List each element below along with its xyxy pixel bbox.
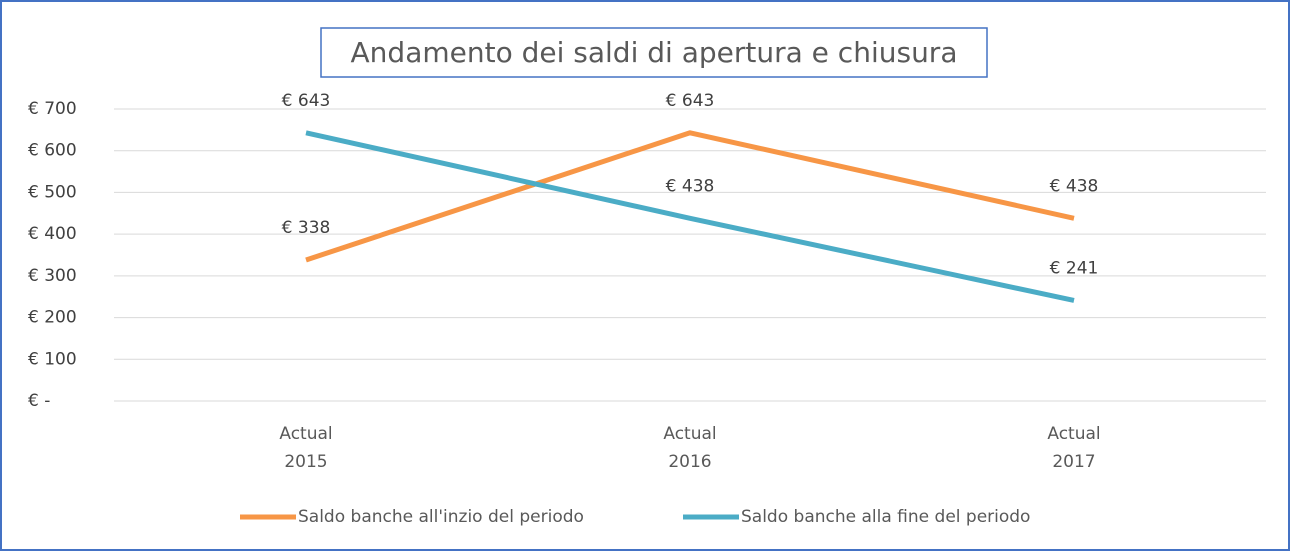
y-tick-label: € 100 [28,349,77,369]
legend-label: Saldo banche alla fine del periodo [741,507,1030,527]
y-tick-label: € 600 [28,141,77,161]
data-label: € 438 [666,176,715,196]
data-label: € 643 [282,91,331,111]
x-tick-label: Actual 2015 [279,424,333,472]
x-tick-label: Actual 2017 [1047,424,1101,472]
series-line [305,130,1075,263]
legend-label: Saldo banche all'inzio del periodo [298,507,584,527]
data-label: € 241 [1050,258,1099,278]
data-label: € 438 [1050,176,1099,196]
chart-title: Andamento dei saldi di apertura e chiusu… [351,36,958,69]
y-tick-label: € 700 [28,99,77,119]
y-tick-label: € - [28,391,50,411]
data-label: € 338 [282,218,331,238]
y-tick-label: € 400 [28,224,77,244]
data-label: € 643 [666,91,715,111]
x-tick-label: Actual 2016 [663,424,717,472]
y-tick-label: € 300 [28,266,77,286]
y-tick-label: € 500 [28,182,77,202]
series-line [305,130,1075,303]
y-tick-label: € 200 [28,308,77,328]
title-box [320,27,988,78]
